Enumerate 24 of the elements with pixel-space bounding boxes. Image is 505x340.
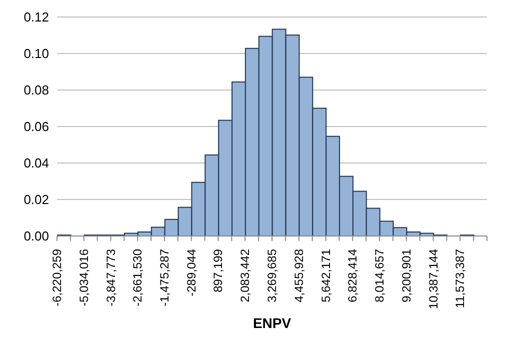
- y-tick-label: 0.10: [24, 46, 49, 62]
- x-tick-label: 2,083,442: [238, 248, 252, 302]
- y-tick-label: 0.06: [24, 119, 49, 134]
- y-tick-label: 0.04: [24, 156, 49, 171]
- x-tick-label: 10,387,144: [426, 248, 440, 310]
- x-tick-label: 897,199: [211, 248, 226, 292]
- x-tick-label: -6,220,259: [50, 248, 64, 306]
- y-tick-label: 0.08: [24, 82, 49, 98]
- x-tick-label: -2,661,530: [130, 248, 145, 306]
- x-tick-label: 5,642,171: [318, 248, 333, 302]
- x-tick-label: -1,475,287: [158, 248, 172, 306]
- x-tick-label: 4,455,928: [292, 248, 306, 302]
- x-tick-label: -5,034,016: [76, 248, 91, 306]
- x-tick-label: 9,200,901: [399, 248, 414, 302]
- y-tick-label: 0.00: [24, 228, 49, 244]
- x-tick-label: 11,573,387: [453, 248, 468, 308]
- x-axis-title: ENPV: [252, 315, 292, 331]
- y-tick-label: 0.02: [24, 192, 49, 208]
- x-tick-label: -3,847,773: [104, 248, 118, 306]
- y-tick-label: 0.12: [24, 10, 49, 25]
- x-tick-label: -289,044: [184, 248, 198, 296]
- x-tick-label: 3,269,685: [265, 248, 279, 302]
- x-tick-label: 6,828,414: [346, 248, 360, 302]
- x-tick-label: 8,014,657: [372, 248, 386, 302]
